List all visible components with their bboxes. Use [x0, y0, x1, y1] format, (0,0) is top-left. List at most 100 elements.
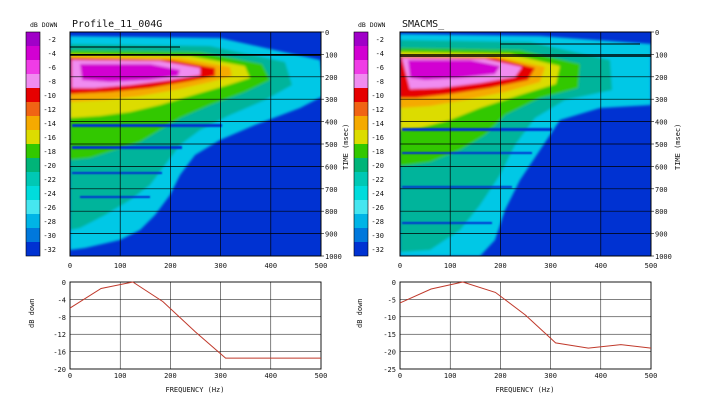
- left-colorbar-label: -30: [43, 232, 56, 240]
- left-line-y-tick-label: 0: [62, 279, 66, 287]
- left-y-tick-label: 700: [325, 186, 338, 194]
- left-y-tick-label: 300: [325, 96, 338, 104]
- left-y-tick-label: 500: [325, 141, 338, 149]
- right-heatmap-contours: [400, 34, 651, 256]
- right-y-tick-label: 500: [655, 141, 668, 149]
- left-y-tick-label: 200: [325, 74, 338, 82]
- right-response-series-line: [399, 281, 652, 349]
- right-colorbar-label: -24: [371, 190, 384, 198]
- right-y-tick-label: 800: [655, 208, 668, 216]
- left-colorbar-label: -20: [43, 162, 56, 170]
- left-time-axis-label: TIME (msec): [342, 124, 350, 170]
- left-heatmap-frame: [69, 31, 322, 257]
- left-colorbar-swatch: [26, 130, 40, 144]
- right-colorbar-swatch: [354, 158, 368, 172]
- left-frequency-response-panel: 0 100 200 300 400 500 0 -4 -8 -12 -16 -20 dB down F…: [28, 279, 327, 394]
- right-colorbar-label: -26: [371, 204, 384, 212]
- left-stripe: [72, 124, 222, 127]
- left-y-tick-label: 400: [325, 119, 338, 127]
- right-colorbar-swatch: [354, 228, 368, 242]
- right-line-x-tick-label: 100: [444, 372, 457, 380]
- right-stripe: [402, 128, 552, 131]
- left-colorbar-label: -26: [43, 204, 56, 212]
- right-colorbar-swatch: [354, 172, 368, 186]
- left-line-x-tick-label: 400: [264, 372, 277, 380]
- right-colorbar-swatch: [354, 32, 368, 46]
- right-line-xlabel: FREQUENCY (Hz): [495, 386, 554, 394]
- left-line-xlabel: FREQUENCY (Hz): [165, 386, 224, 394]
- right-y-tick-label: 300: [655, 96, 668, 104]
- right-contour-level-magenta: [408, 60, 500, 80]
- right-colorbar-swatch: [354, 88, 368, 102]
- left-response-series-line: [69, 281, 321, 359]
- right-line-frame: [399, 281, 652, 370]
- left-colorbar-swatch: [26, 102, 40, 116]
- right-line-y-tick-label: -10: [383, 314, 396, 322]
- left-line-y-tick-label: -20: [53, 366, 66, 374]
- left-line-x-tick-label: 0: [68, 372, 72, 380]
- left-heatmap-contours: [70, 36, 321, 250]
- right-colorbar-label: -12: [371, 106, 384, 114]
- right-line-x-tick-label: 400: [594, 372, 607, 380]
- right-colorbar-label: -32: [371, 246, 384, 254]
- left-colorbar-swatch: [26, 228, 40, 242]
- right-colorbar-label: -30: [371, 232, 384, 240]
- right-colorbar-label: -8: [376, 78, 384, 86]
- right-line-y-tick-label: 0: [392, 279, 396, 287]
- right-line-ylabel: dB down: [356, 298, 364, 328]
- left-colorbar-swatch: [26, 172, 40, 186]
- left-x-tick-label: 300: [214, 262, 227, 270]
- right-x-tick-label: 400: [594, 262, 607, 270]
- right-colorbar-label: -16: [371, 134, 384, 142]
- left-colorbar-swatch: [26, 88, 40, 102]
- right-stripe: [402, 222, 492, 224]
- right-colorbar-swatch: [354, 130, 368, 144]
- right-line-y-tick-label: -5: [388, 296, 396, 304]
- right-colorbar-swatch: [354, 116, 368, 130]
- right-y-tick-label: 900: [655, 231, 668, 239]
- right-colorbar-label: -4: [376, 50, 384, 58]
- left-x-tick-label: 200: [164, 262, 177, 270]
- left-colorbar-swatch: [26, 214, 40, 228]
- left-colorbar-label: -18: [43, 148, 56, 156]
- right-colorbar-swatch: [354, 144, 368, 158]
- left-line-x-tick-label: 200: [164, 372, 177, 380]
- left-x-tick-label: 100: [114, 262, 127, 270]
- left-colorbar-swatch: [26, 242, 40, 256]
- left-colorbar-label: -2: [48, 36, 56, 44]
- right-line-y-tick-label: -20: [383, 349, 396, 357]
- left-colorbar-swatch: [26, 186, 40, 200]
- left-colorbar-swatch: [26, 200, 40, 214]
- right-line-y-tick-label: -15: [383, 331, 396, 339]
- right-spectrogram-panel: SMACMS_ dB DOWN -2 -4 -6 -8 -10 -12 -14 -16 -18 -…: [353, 19, 682, 270]
- left-colorbar-swatch: [26, 46, 40, 60]
- left-colorbar-label: -32: [43, 246, 56, 254]
- right-x-tick-label: 300: [544, 262, 557, 270]
- right-line-x-tick-label: 300: [544, 372, 557, 380]
- left-line-x-tick-label: 100: [114, 372, 127, 380]
- left-colorbar-label: -28: [43, 218, 56, 226]
- left-colorbar-swatch: [26, 158, 40, 172]
- left-colorbar-label: -4: [48, 50, 56, 58]
- right-colorbar-label: -14: [371, 120, 384, 128]
- left-line-y-tick-label: -4: [58, 296, 66, 304]
- left-y-tick-label: 100: [325, 51, 338, 59]
- left-line-y-tick-label: -16: [53, 349, 66, 357]
- left-colorbar-swatch: [26, 116, 40, 130]
- left-colorbar-label: -6: [48, 64, 56, 72]
- left-line-x-tick-label: 500: [315, 372, 328, 380]
- right-heatmap-frame: [399, 31, 652, 257]
- right-x-tick-label: 500: [645, 262, 658, 270]
- left-stripe: [72, 146, 182, 149]
- right-colorbar: dB DOWN -2 -4 -6 -8 -10 -12 -14 -16 -18 -20 -22 -24…: [353, 21, 385, 257]
- left-colorbar-label: -14: [43, 120, 56, 128]
- right-colorbar-swatch: [354, 60, 368, 74]
- right-y-tick-label: 200: [655, 74, 668, 82]
- right-colorbar-swatch: [354, 200, 368, 214]
- left-x-tick-label: 500: [315, 262, 328, 270]
- left-colorbar-frame: [25, 31, 41, 257]
- right-x-tick-label: 0: [398, 262, 402, 270]
- right-colorbar-label: -20: [371, 162, 384, 170]
